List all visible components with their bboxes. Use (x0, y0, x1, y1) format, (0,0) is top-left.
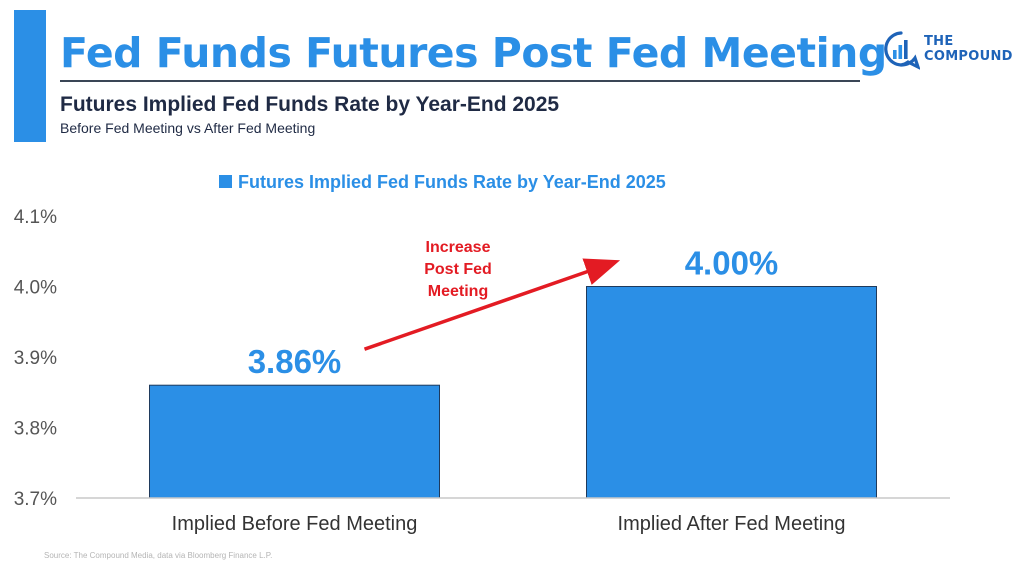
y-tick-label: 4.0% (14, 278, 57, 299)
annotation-text: Post Fed (424, 261, 492, 278)
compound-logo-icon (884, 31, 921, 71)
chart-description: Before Fed Meeting vs After Fed Meeting (60, 120, 316, 136)
the-compound-logo: THE COMPOUND (882, 30, 1014, 74)
y-tick-label: 3.8% (14, 419, 57, 440)
legend-swatch (219, 175, 232, 188)
increase-arrow (363, 258, 621, 351)
logo-text: THE COMPOUND (924, 34, 1013, 64)
y-tick-label: 3.9% (14, 348, 57, 369)
accent-bar (14, 10, 46, 142)
annotation-text: Increase (426, 239, 491, 256)
title-divider (60, 80, 860, 82)
data-label: 4.00% (685, 245, 779, 282)
source-note: Source: The Compound Media, data via Blo… (44, 551, 273, 560)
bar-chart: Futures Implied Fed Funds Rate by Year-E… (14, 172, 950, 535)
bar (586, 286, 877, 499)
bar (149, 384, 440, 499)
x-tick-label: Implied Before Fed Meeting (172, 513, 418, 535)
legend-label: Futures Implied Fed Funds Rate by Year-E… (238, 172, 666, 192)
data-label: 3.86% (248, 343, 342, 380)
logo-line-2: COMPOUND (924, 49, 1013, 64)
y-tick-label: 4.1% (14, 207, 57, 228)
x-tick-label: Implied After Fed Meeting (618, 513, 846, 535)
annotation-text: Meeting (428, 283, 488, 300)
page-title: Fed Funds Futures Post Fed Meeting (60, 29, 887, 77)
logo-line-1: THE (924, 34, 954, 49)
chart-subtitle: Futures Implied Fed Funds Rate by Year-E… (60, 93, 560, 116)
y-tick-label: 3.7% (14, 489, 57, 510)
